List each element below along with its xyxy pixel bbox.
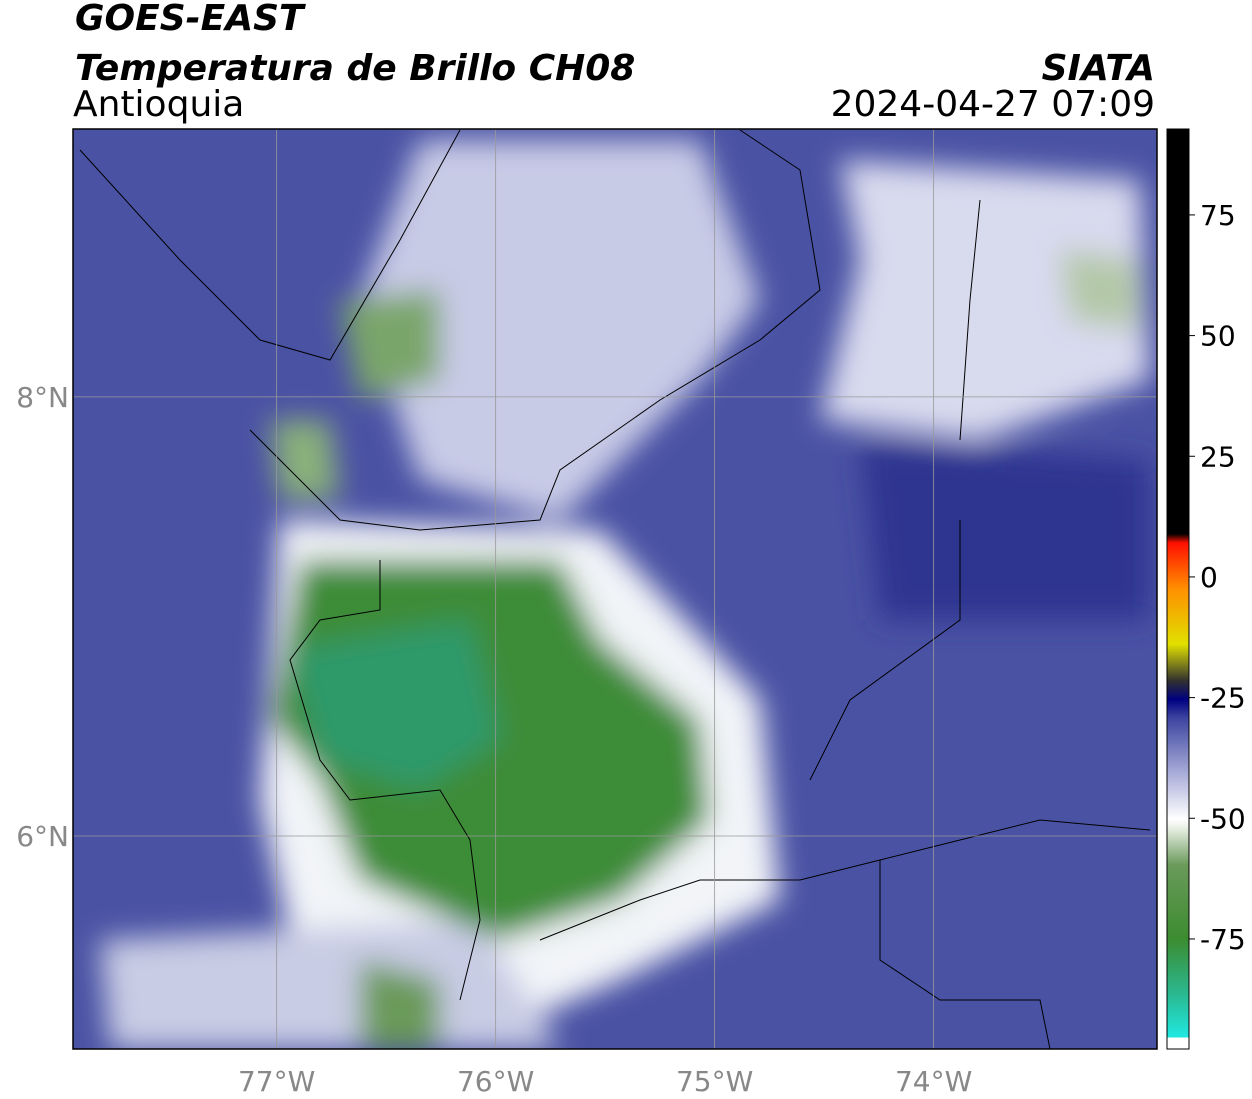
source: GOES-EAST	[75, 0, 306, 39]
datetime: 2024-04-27 07:09	[831, 84, 1155, 125]
region: Antioquia	[73, 84, 244, 125]
x-tick-label: 74°W	[895, 1065, 972, 1098]
x-tick-label: 76°W	[457, 1065, 534, 1098]
colorbar-tick-label: 25	[1200, 440, 1236, 473]
y-tick-label: 6°N	[16, 820, 69, 853]
colorbar	[1166, 128, 1190, 1050]
colorbar-tick-label: 50	[1200, 320, 1236, 353]
agency: SIATA	[1042, 48, 1155, 89]
imagery	[73, 129, 1157, 1049]
map-frame	[72, 128, 1158, 1050]
title: Temperatura de Brillo CH08	[75, 48, 635, 89]
x-tick-label: 75°W	[676, 1065, 753, 1098]
colorbar-tick-label: 0	[1200, 561, 1218, 594]
y-tick-label: 8°N	[16, 381, 69, 414]
colorbar-tick-label: -25	[1200, 682, 1246, 715]
colorbar-tick-label: -75	[1200, 923, 1246, 956]
x-tick-label: 77°W	[238, 1065, 315, 1098]
colorbar-tick-label: -50	[1200, 802, 1246, 835]
colorbar-tick-label: 75	[1200, 199, 1236, 232]
